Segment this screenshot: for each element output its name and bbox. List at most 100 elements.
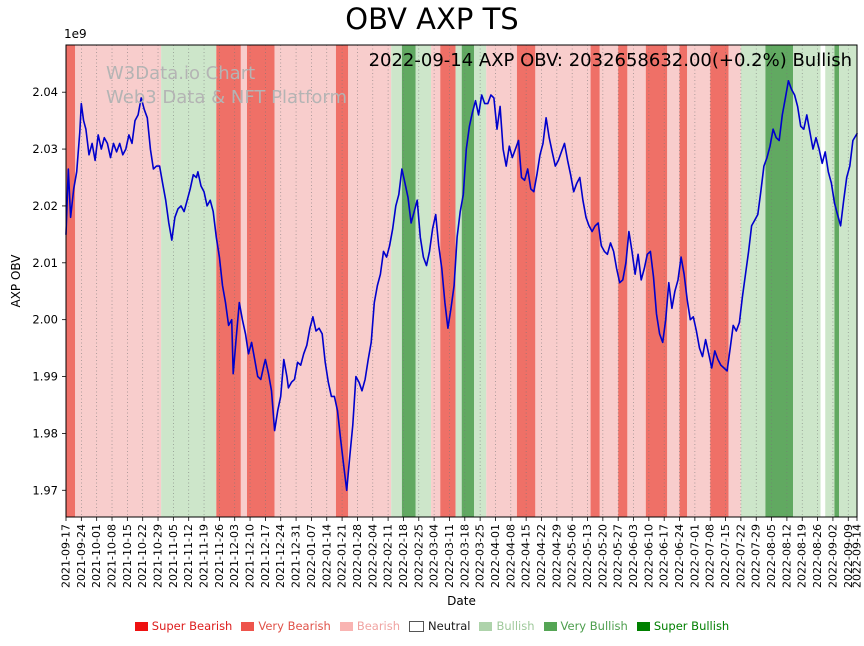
- signal-band-bullish: [455, 45, 462, 517]
- y-tick-label: 1.98: [32, 426, 58, 440]
- signal-band-bullish: [474, 45, 487, 517]
- watermark-line-2: Web3 Data & NFT Platform: [106, 87, 348, 109]
- x-tick-label: 2021-12-17: [259, 524, 272, 588]
- x-tick-label: 2021-11-19: [198, 524, 211, 588]
- signal-band-bullish: [391, 45, 402, 517]
- signal-band-very_bearish: [246, 45, 275, 517]
- signal-band-bullish: [161, 45, 217, 517]
- x-tick-label: 2021-10-01: [90, 524, 103, 588]
- legend-item: Very Bearish: [241, 619, 331, 633]
- x-tick-label: 2021-10-15: [121, 524, 134, 588]
- x-tick-label: 2022-06-17: [658, 524, 671, 588]
- legend-label: Super Bearish: [151, 619, 233, 633]
- x-tick-label: 2022-04-08: [504, 524, 517, 588]
- y-axis-offset-label: 1e9: [64, 27, 87, 41]
- signal-band-bearish: [728, 45, 741, 517]
- signal-band-bearish: [535, 45, 591, 517]
- legend: Super Bearish Very Bearish Bearish Neutral B…: [0, 619, 864, 633]
- legend-swatch: [543, 621, 557, 631]
- x-tick-label: 2022-07-01: [688, 524, 701, 588]
- signal-band-very_bullish: [401, 45, 416, 517]
- y-tick-label: 2.03: [32, 142, 58, 156]
- x-tick-label: 2022-01-07: [305, 524, 318, 588]
- signal-band-bearish: [627, 45, 646, 517]
- signal-band-very_bearish: [710, 45, 729, 517]
- legend-item: Bullish: [479, 619, 535, 633]
- signal-band-very_bullish: [765, 45, 794, 517]
- legend-swatch: [134, 621, 148, 631]
- signal-band-bearish: [348, 45, 392, 517]
- signal-band-bearish: [274, 45, 336, 517]
- x-tick-label: 2022-03-18: [458, 524, 471, 588]
- x-tick-label: 2022-02-11: [382, 524, 395, 588]
- x-tick-label: 2022-03-25: [474, 524, 487, 588]
- signal-band-bearish: [240, 45, 247, 517]
- obv-series-line: [65, 80, 858, 492]
- legend-item: Bearish: [339, 619, 400, 633]
- x-tick-label: 2022-09-14: [851, 524, 864, 588]
- signal-band-very_bearish: [216, 45, 241, 517]
- x-tick-label: 2022-06-24: [673, 524, 686, 588]
- x-tick-label: 2021-10-22: [136, 524, 149, 588]
- legend-swatch: [241, 621, 255, 631]
- x-axis-label: Date: [447, 594, 476, 608]
- signal-band-bearish: [486, 45, 517, 517]
- watermark-line-1: W3Data.io Chart: [106, 63, 256, 84]
- x-tick-label: 2022-03-11: [443, 524, 456, 588]
- y-tick-label: 1.97: [32, 483, 58, 497]
- x-tick-label: 2022-03-04: [428, 524, 441, 588]
- x-tick-label: 2021-12-10: [244, 524, 257, 588]
- legend-swatch: [409, 620, 425, 632]
- legend-swatch: [339, 621, 353, 631]
- y-tick-label: 2.00: [32, 313, 58, 327]
- x-tick-label: 2022-07-29: [750, 524, 763, 588]
- signal-band-bearish: [75, 45, 162, 517]
- legend-item: Very Bullish: [543, 619, 628, 633]
- x-tick-label: 2022-08-05: [765, 524, 778, 588]
- x-tick-label: 2022-09-02: [826, 524, 839, 588]
- signal-band-very_bearish: [590, 45, 600, 517]
- watermark: W3Data.io Chart Web3 Data & NFT Platform: [106, 62, 347, 111]
- x-tick-label: 2021-12-24: [274, 524, 287, 588]
- x-tick-label: 2021-12-03: [228, 524, 241, 588]
- signal-band-bullish: [415, 45, 432, 517]
- signal-band-very_bearish: [679, 45, 688, 517]
- y-tick-label: 1.99: [32, 370, 58, 384]
- plot-frame: [65, 44, 858, 518]
- legend-label: Bullish: [496, 619, 535, 633]
- x-tick-label: 2022-06-03: [627, 524, 640, 588]
- signal-band-very_bearish: [66, 45, 76, 517]
- legend-item: Super Bearish: [134, 619, 233, 633]
- x-tick-label: 2022-05-13: [581, 524, 594, 588]
- x-tick-label: 2022-02-04: [366, 524, 379, 588]
- signal-band-very_bearish: [335, 45, 349, 517]
- x-tick-label: 2021-09-24: [75, 524, 88, 588]
- y-tick-label: 2.02: [32, 199, 58, 213]
- x-tick-label: 2022-01-21: [336, 524, 349, 588]
- x-tick-label: 2022-05-20: [596, 524, 609, 588]
- legend-item: Super Bullish: [636, 619, 729, 633]
- signal-band-very_bearish: [516, 45, 536, 517]
- x-tick-label: 2022-05-06: [566, 524, 579, 588]
- x-tick-label: 2022-04-29: [550, 524, 563, 588]
- signal-band-bearish: [687, 45, 711, 517]
- x-tick-label: 2022-09-09: [842, 524, 855, 588]
- x-tick-label: 2022-04-22: [535, 524, 548, 588]
- signal-band-very_bearish: [618, 45, 628, 517]
- legend-swatch: [636, 621, 650, 631]
- x-tick-label: 2021-11-26: [213, 524, 226, 588]
- x-tick-label: 2022-06-10: [642, 524, 655, 588]
- x-tick-label: 2022-07-22: [734, 524, 747, 588]
- x-tick-label: 2022-08-19: [796, 524, 809, 588]
- x-tick-label: 2021-10-08: [106, 524, 119, 588]
- legend-label: Neutral: [428, 619, 471, 633]
- signal-band-very_bullish: [834, 45, 840, 517]
- signal-band-very_bearish: [645, 45, 668, 517]
- y-tick-label: 2.04: [32, 85, 58, 99]
- legend-label: Very Bullish: [560, 619, 628, 633]
- signal-band-very_bearish: [440, 45, 456, 517]
- x-tick-label: 2022-07-08: [704, 524, 717, 588]
- signal-band-bullish: [793, 45, 821, 517]
